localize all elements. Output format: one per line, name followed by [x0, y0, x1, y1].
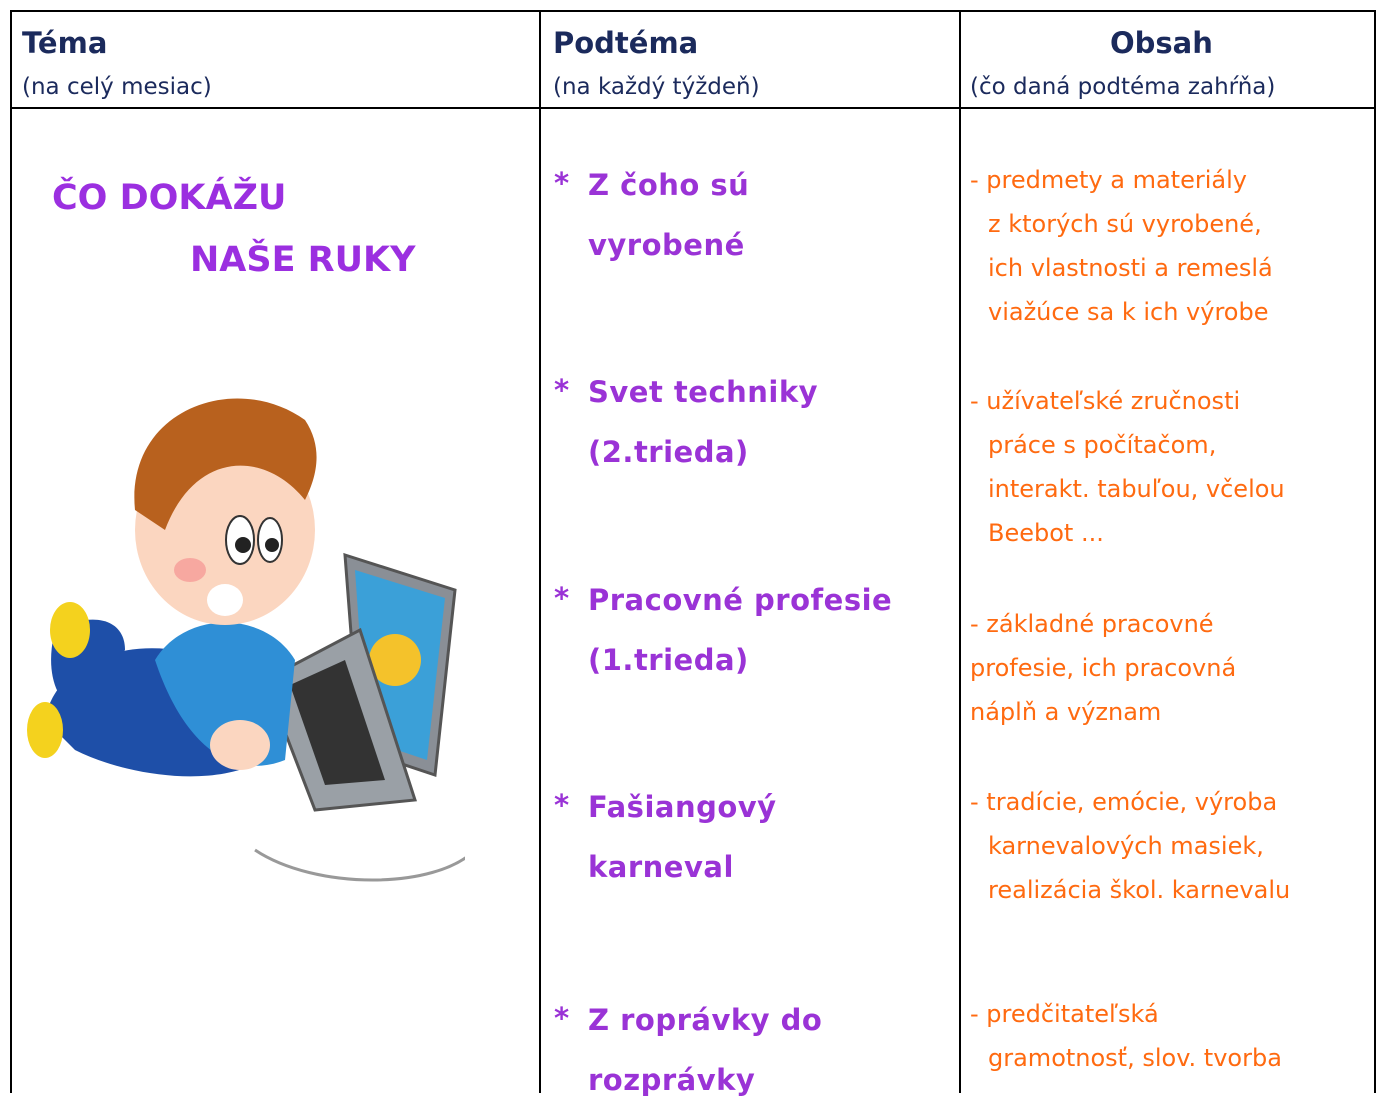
- table-border: [10, 10, 1376, 12]
- bullet: *: [554, 788, 570, 822]
- content-line: práce s počítačom,: [988, 431, 1217, 459]
- header-title: Téma: [22, 26, 108, 60]
- content-line: gramotnosť, slov. tvorba: [988, 1044, 1282, 1072]
- boy-illustration: [27, 398, 465, 882]
- table-border: [1374, 10, 1376, 1093]
- content-line: interakt. tabuľou, včelou: [988, 475, 1285, 503]
- bullet: *: [554, 581, 570, 615]
- subtopic-line: Z čoho sú: [588, 168, 750, 202]
- content-line: náplň a význam: [970, 698, 1162, 726]
- header-title: Podtéma: [553, 26, 699, 60]
- content-line: realizácia škol. karnevalu: [988, 876, 1291, 904]
- subtopic-line: karneval: [588, 850, 734, 884]
- bullet: *: [554, 373, 570, 407]
- subtopic-line: Z roprávky do: [588, 1003, 823, 1037]
- theme-line: ČO DOKÁŽU: [52, 178, 287, 218]
- content-line: - tradície, emócie, výroba: [970, 788, 1278, 816]
- header-subtitle: (čo daná podtéma zahŕňa): [970, 74, 1276, 100]
- content-line: z ktorých sú vyrobené,: [988, 210, 1262, 238]
- table-border: [10, 10, 12, 1093]
- subtopic-line: vyrobené: [588, 228, 745, 262]
- content-line: profesie, ich pracovná: [970, 654, 1237, 682]
- subtopic-line: Svet techniky: [588, 375, 819, 409]
- content-line: - predmety a materiály: [970, 166, 1247, 194]
- subtopic-line: Fašiangový: [588, 790, 777, 824]
- header-subtitle: (na každý týždeň): [553, 74, 760, 100]
- subtopic-line: rozprávky: [588, 1063, 756, 1097]
- content-line: ich vlastnosti a remeslá: [988, 254, 1273, 282]
- bullet: *: [554, 1001, 570, 1035]
- column-divider: [539, 10, 541, 1093]
- content-line: Beebot ...: [988, 519, 1104, 547]
- subtopic-line: (2.trieda): [588, 435, 749, 469]
- header-title: Obsah: [1110, 26, 1213, 60]
- header-divider: [10, 107, 1376, 109]
- content-line: - predčitateľská: [970, 1000, 1159, 1028]
- subtopic-line: Pracovné profesie: [588, 583, 893, 617]
- content-line: karnevalových masiek,: [988, 832, 1264, 860]
- header-subtitle: (na celý mesiac): [22, 74, 212, 100]
- subtopic-line: (1.trieda): [588, 643, 749, 677]
- theme-line: NAŠE RUKY: [190, 240, 416, 280]
- content-line: viažúce sa k ich výrobe: [988, 298, 1269, 326]
- content-line: - základné pracovné: [970, 610, 1214, 638]
- content-line: - užívateľské zručnosti: [970, 387, 1241, 415]
- column-divider: [959, 10, 961, 1093]
- bullet: *: [554, 166, 570, 200]
